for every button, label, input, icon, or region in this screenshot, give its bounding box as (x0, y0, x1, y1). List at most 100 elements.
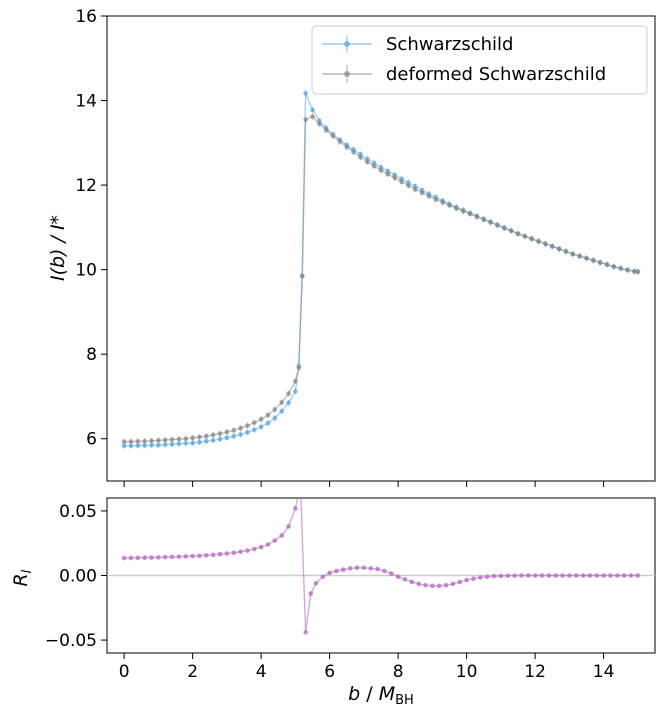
data-point (337, 139, 343, 144)
data-point (474, 214, 480, 220)
data-point (334, 568, 339, 574)
data-point (210, 438, 216, 443)
data-point (142, 555, 147, 560)
data-point (210, 552, 216, 558)
data-point (258, 416, 264, 422)
data-point (591, 258, 596, 263)
data-point (433, 197, 439, 202)
data-point (368, 566, 374, 571)
data-point (286, 391, 291, 396)
data-point (358, 154, 363, 160)
data-point (197, 439, 202, 445)
data-point (635, 573, 641, 578)
data-point (176, 436, 182, 442)
data-point (245, 423, 250, 428)
data-point (365, 159, 370, 165)
data-point (536, 239, 541, 244)
bottom-x-tick-label: 4 (256, 662, 267, 682)
top-y-axis-label: I(b) / I* (47, 215, 69, 281)
data-point (149, 438, 154, 444)
data-point (251, 427, 257, 433)
data-point (128, 555, 134, 561)
bottom-plot-marks (121, 483, 641, 635)
data-point (491, 573, 497, 579)
data-point (128, 443, 134, 449)
data-point (238, 425, 243, 431)
data-point (272, 415, 278, 421)
data-point (265, 542, 271, 547)
top-y-tick-label: 12 (75, 176, 97, 196)
data-point (635, 269, 641, 275)
data-point (382, 568, 387, 574)
data-point (375, 566, 380, 572)
top-y-tick-label: 10 (75, 261, 97, 281)
data-point (330, 133, 336, 139)
data-point (258, 424, 264, 430)
legend: Schwarzschild deformed Schwarzschild (311, 25, 648, 95)
data-point (265, 412, 271, 418)
data-point (231, 427, 237, 433)
data-point (310, 107, 315, 113)
top-x-ticks (123, 481, 605, 487)
data-point (135, 555, 141, 561)
data-point (567, 573, 572, 578)
data-point (341, 567, 346, 572)
data-point (495, 222, 500, 228)
data-point (388, 571, 394, 576)
bottom-y-tick-label: 0.00 (59, 567, 97, 587)
data-point (543, 241, 548, 247)
data-point (320, 574, 326, 580)
data-point (430, 583, 435, 589)
data-point (238, 432, 243, 437)
data-point (522, 233, 528, 239)
data-point (258, 544, 264, 550)
data-point (378, 167, 384, 173)
data-point (162, 437, 168, 443)
data-point (303, 91, 308, 96)
data-point (135, 438, 141, 444)
data-point (611, 264, 617, 269)
data-point (279, 408, 284, 414)
top-y-tick-label: 14 (75, 92, 97, 112)
data-point (176, 554, 182, 559)
data-point (204, 553, 209, 558)
data-point (419, 190, 425, 195)
data-point (176, 441, 182, 447)
bottom-y-tick-label: 0.05 (59, 502, 97, 522)
data-point (502, 225, 507, 231)
top-plot-marks (121, 90, 641, 449)
data-point (156, 438, 161, 443)
data-point (298, 483, 303, 488)
data-point (286, 400, 291, 406)
data-point (313, 580, 319, 586)
data-point (395, 574, 401, 580)
data-point (454, 206, 459, 211)
legend-label-schwarzschild: Schwarzschild (386, 34, 513, 55)
data-point (406, 183, 411, 188)
data-point (604, 262, 610, 267)
data-point (371, 163, 377, 169)
data-point (402, 577, 408, 582)
data-point (224, 551, 230, 556)
data-point (361, 565, 367, 571)
data-point (190, 553, 195, 559)
data-point (615, 573, 620, 578)
data-point (293, 506, 298, 511)
top-plot-frame (106, 15, 656, 482)
bottom-x-ticks: 0 2 4 6 8 10 12 14 (119, 653, 614, 682)
data-point (529, 236, 534, 242)
data-point (525, 573, 531, 578)
data-point (580, 573, 586, 578)
bottom-x-tick-label: 6 (324, 662, 335, 682)
data-point (121, 443, 127, 449)
data-point (426, 193, 432, 199)
data-point (539, 573, 545, 578)
data-point (399, 179, 404, 185)
data-point (440, 200, 445, 205)
data-point (293, 389, 298, 394)
data-point (570, 251, 576, 257)
data-point (344, 144, 350, 150)
data-point (169, 437, 175, 442)
data-point (508, 228, 514, 234)
